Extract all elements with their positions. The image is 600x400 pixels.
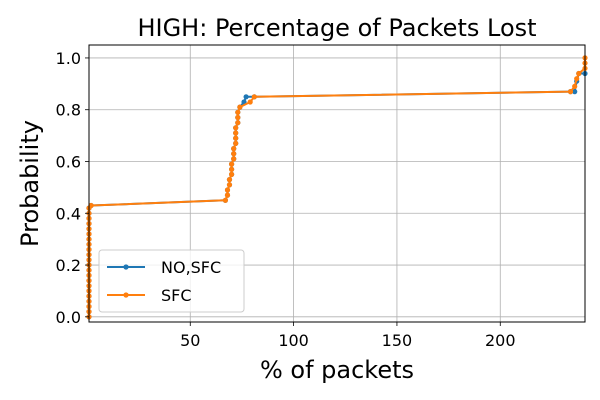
data-point	[233, 135, 239, 141]
data-point	[251, 94, 257, 100]
data-point	[572, 83, 578, 89]
data-point	[247, 99, 253, 105]
plot-frame	[88, 44, 586, 323]
legend-label: NO,SFC	[161, 258, 221, 277]
data-point	[224, 192, 231, 198]
data-point	[88, 202, 94, 209]
data-point	[233, 125, 239, 131]
x-tick-label: 150	[382, 331, 413, 350]
chart-title: HIGH: Percentage of Packets Lost	[137, 14, 536, 42]
data-point	[233, 130, 239, 136]
data-point	[226, 182, 233, 188]
y-tick-label: 0.6	[56, 152, 81, 171]
legend-swatch-marker	[123, 292, 129, 298]
y-axis-label: Probability	[16, 120, 44, 247]
legend-swatch-marker	[123, 264, 129, 270]
data-point	[574, 76, 580, 82]
data-point	[224, 187, 231, 193]
data-point	[572, 89, 578, 95]
y-tick-label: 1.0	[56, 49, 81, 68]
data-point	[231, 151, 237, 157]
data-point	[231, 156, 237, 162]
data-point	[222, 197, 228, 203]
x-tick-label: 200	[485, 331, 516, 350]
x-axis-label: % of packets	[260, 356, 414, 384]
data-point	[241, 99, 247, 105]
data-point	[231, 146, 237, 152]
data-point	[576, 70, 582, 77]
legend: NO,SFC SFC	[98, 249, 245, 313]
data-point	[237, 104, 243, 110]
data-point	[567, 89, 574, 95]
data-point	[235, 109, 241, 115]
data-point	[229, 171, 235, 177]
y-tick-label: 0.4	[56, 204, 81, 223]
x-tick-label: 50	[180, 331, 200, 350]
y-tick-label: 0.2	[56, 256, 81, 275]
legend-box	[98, 249, 245, 313]
x-tick-label: 100	[278, 331, 309, 350]
data-point	[229, 166, 235, 172]
data-point	[233, 140, 239, 146]
ticks: 50 100 150 200 0.0 0.2 0.4 0.6 0.8 1.0	[56, 49, 516, 350]
y-tick-label: 0.0	[56, 308, 81, 327]
data-point	[243, 94, 249, 100]
legend-label: SFC	[161, 286, 192, 305]
data-point	[229, 161, 235, 167]
data-point	[235, 114, 241, 121]
data-point	[235, 120, 241, 126]
y-tick-label: 0.8	[56, 101, 81, 120]
data-point	[226, 177, 233, 183]
